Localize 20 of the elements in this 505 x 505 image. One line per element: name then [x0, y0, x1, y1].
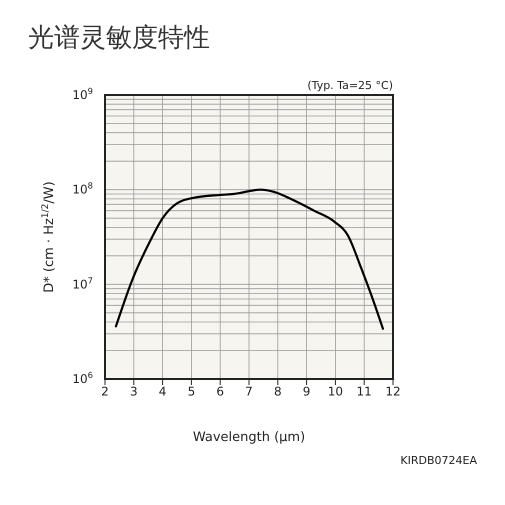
x-tick-label: 2 — [101, 384, 109, 399]
text: (Typ. Ta=25 °C) — [307, 79, 393, 92]
x-tick-label: 9 — [302, 384, 310, 399]
x-tick-label: 5 — [188, 384, 196, 399]
x-tick-label: 12 — [385, 384, 401, 399]
x-tick-label: 10 — [328, 384, 344, 399]
x-tick-label: 11 — [356, 384, 372, 399]
line-series — [114, 188, 384, 330]
y-tick-label: 10$^{6}$ — [72, 370, 93, 386]
x-tick-label: 6 — [216, 384, 224, 399]
x-tick-label: 3 — [130, 384, 138, 399]
x-tick-label: 8 — [274, 384, 282, 399]
y-tick-label: 10$^{9}$ — [72, 86, 93, 102]
text: KIRDB0724EA — [400, 454, 478, 467]
y-tick-label: 10$^{7}$ — [72, 275, 93, 292]
x-axis-title: Wavelength (μm) — [192, 430, 306, 445]
y-tick-label: 10$^{8}$ — [72, 180, 93, 197]
x-tick-label: 7 — [245, 384, 253, 399]
x-tick-label: 4 — [158, 384, 166, 399]
chart-title: 光谱灵敏度特性 — [28, 22, 210, 55]
